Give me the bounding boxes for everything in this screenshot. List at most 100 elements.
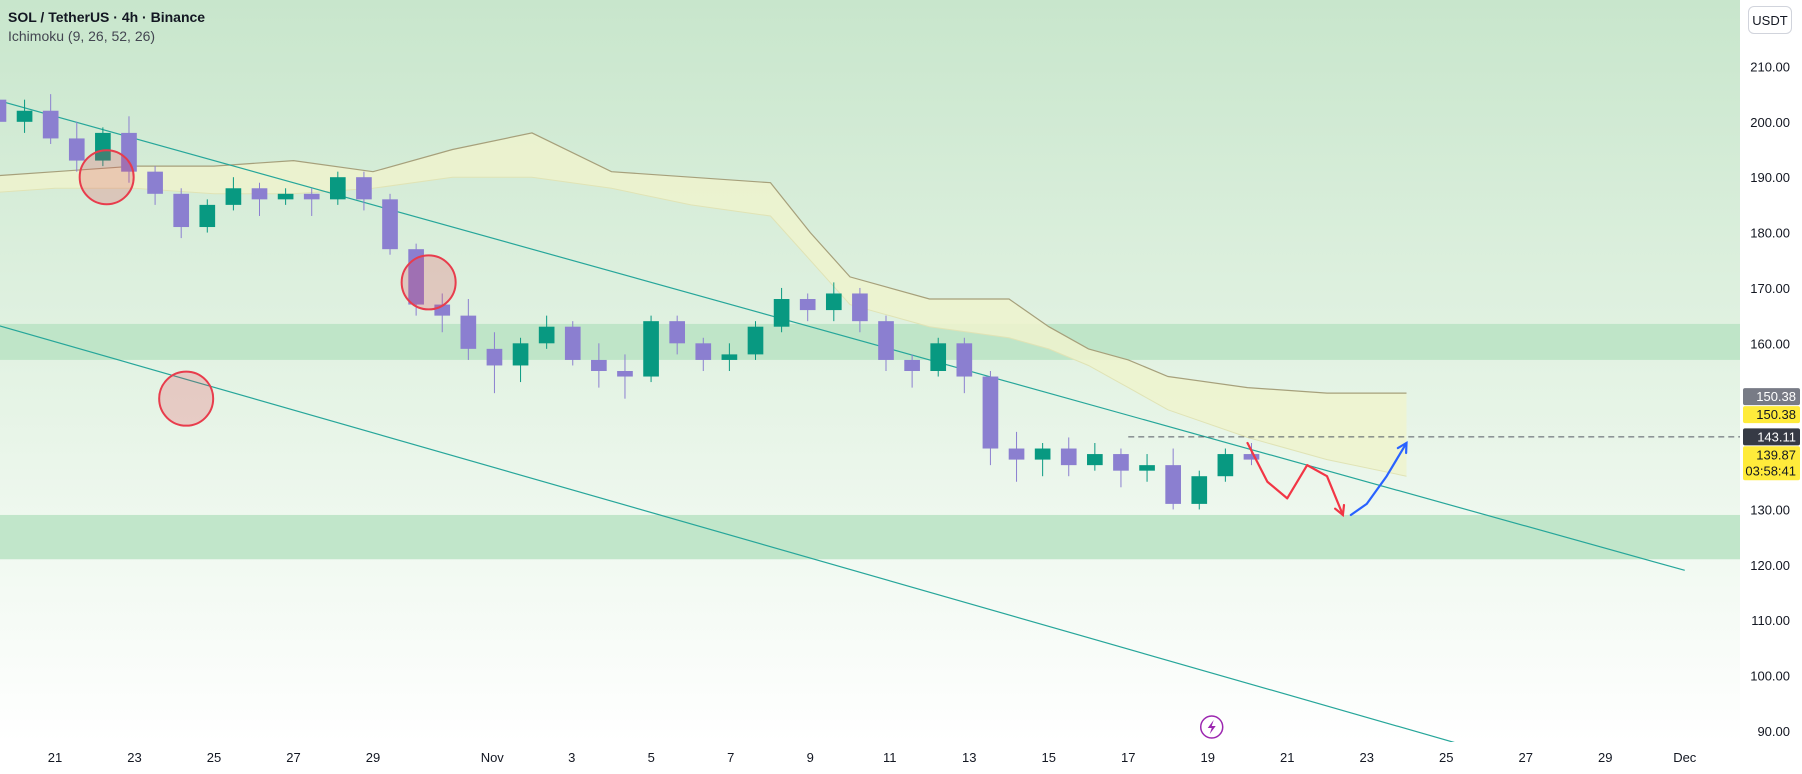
candle-body xyxy=(617,371,633,377)
highlight-circle-4 xyxy=(400,254,457,311)
candle-body xyxy=(251,188,268,200)
lightning-icon-glyph xyxy=(1207,720,1216,734)
candle-body xyxy=(1008,448,1025,460)
price-tag-countdown: 03:58:41 xyxy=(1745,463,1796,478)
candle-body xyxy=(1087,454,1103,466)
indicator-label[interactable]: Ichimoku (9, 26, 52, 26) xyxy=(8,28,156,44)
y-tick-label: 180.00 xyxy=(1750,226,1790,241)
senkou-span-b xyxy=(0,176,1407,477)
x-tick-label: 21 xyxy=(48,750,62,765)
currency-button[interactable]: USDT xyxy=(1748,6,1792,34)
x-tick-label: 19 xyxy=(1201,750,1215,765)
candle-body xyxy=(303,193,320,200)
x-tick-label: 17 xyxy=(1121,750,1135,765)
candle-body xyxy=(591,359,607,371)
x-tick-label: 25 xyxy=(1439,750,1453,765)
forecast-up-arrow-head xyxy=(1396,441,1408,455)
candle-body xyxy=(1191,476,1208,504)
price-tag-3 xyxy=(1743,428,1800,446)
channel-upper-line xyxy=(0,100,1685,571)
candle-body xyxy=(1217,454,1234,477)
price-tag-2 xyxy=(1743,406,1800,424)
candle-body xyxy=(16,110,33,122)
x-tick-label: 7 xyxy=(727,750,734,765)
price-tag-1 xyxy=(1743,388,1800,406)
y-tick-label: 190.00 xyxy=(1750,170,1790,185)
channel-lower-line xyxy=(0,325,1455,742)
y-tick-label: 130.00 xyxy=(1750,502,1790,517)
candle-body xyxy=(408,249,424,305)
candle-body xyxy=(329,177,346,200)
forecast-up-arrow xyxy=(1349,441,1408,517)
candle-body xyxy=(1165,465,1181,504)
highlight-circle-3 xyxy=(158,370,215,427)
candle-body xyxy=(382,199,398,250)
forecast-down-arrow-head xyxy=(1334,503,1346,518)
candle-body xyxy=(1060,448,1077,466)
y-tick-label: 210.00 xyxy=(1750,59,1790,74)
candle-body xyxy=(95,132,111,161)
x-tick-label: 23 xyxy=(127,750,141,765)
symbol-title[interactable]: SOL / TetherUS · 4h · Binance xyxy=(8,9,206,25)
x-tick-label: 27 xyxy=(1519,750,1533,765)
price-tag-label: 139.87 xyxy=(1756,447,1796,462)
y-tick-label: 160.00 xyxy=(1750,336,1790,351)
price-tag-4 xyxy=(1743,446,1800,481)
candle-body xyxy=(356,177,372,200)
candle-body xyxy=(956,343,973,377)
y-tick-label: 100.00 xyxy=(1750,669,1790,684)
candle-body xyxy=(147,171,163,194)
candle-body xyxy=(982,376,999,449)
candle-body xyxy=(1139,465,1155,471)
candle-body xyxy=(799,299,816,311)
x-tick-label: 9 xyxy=(807,750,814,765)
x-tick-label: 29 xyxy=(366,750,380,765)
candle-body xyxy=(434,304,451,316)
candle-body xyxy=(825,293,842,311)
candle-body xyxy=(878,321,894,360)
candle-body xyxy=(68,138,85,161)
forecast-down-arrow xyxy=(1246,441,1344,517)
highlight-circle-2 xyxy=(78,149,135,206)
candle-body xyxy=(1113,454,1129,471)
candle-body xyxy=(643,321,659,377)
senkou-span-a xyxy=(0,132,1407,394)
candle-body xyxy=(512,343,529,366)
candle-body xyxy=(695,343,712,360)
candle-body xyxy=(199,204,216,228)
x-tick-label: Dec xyxy=(1673,750,1697,765)
candle-body xyxy=(538,326,555,344)
x-tick-label: 29 xyxy=(1598,750,1612,765)
price-tag-label: 150.38 xyxy=(1756,389,1796,404)
candle-body xyxy=(121,132,137,172)
chart-legend: SOL / TetherUS · 4h · Binance Ichimoku (… xyxy=(8,9,205,44)
candle-body xyxy=(277,193,294,200)
y-tick-label: 170.00 xyxy=(1750,281,1790,296)
support-resistance-zone-2 xyxy=(0,514,1740,560)
candle-body xyxy=(564,326,581,360)
candle-body xyxy=(173,193,190,228)
y-tick-label: 120.00 xyxy=(1750,558,1790,573)
candle-body xyxy=(225,188,242,205)
x-tick-label: 25 xyxy=(207,750,221,765)
candle-body xyxy=(42,110,59,139)
x-tick-label: 13 xyxy=(962,750,976,765)
x-tick-label: 23 xyxy=(1360,750,1374,765)
x-tick-label: 3 xyxy=(568,750,575,765)
x-tick-label: 21 xyxy=(1280,750,1294,765)
ichimoku-cloud xyxy=(0,132,1407,477)
price-tag-label: 143.11 xyxy=(1757,429,1796,444)
candle-body xyxy=(1243,454,1260,460)
candle-body xyxy=(0,99,7,122)
plot-background xyxy=(0,0,1740,742)
candle-body xyxy=(747,326,764,355)
price-tag-label: 150.38 xyxy=(1756,407,1796,422)
candle-body xyxy=(1034,448,1051,460)
candle-body xyxy=(904,359,920,371)
candle-body xyxy=(930,343,947,371)
x-tick-label: 5 xyxy=(648,750,655,765)
y-tick-label: 90.00 xyxy=(1757,724,1790,739)
y-tick-label: 200.00 xyxy=(1750,115,1790,130)
candle-body xyxy=(486,348,503,366)
